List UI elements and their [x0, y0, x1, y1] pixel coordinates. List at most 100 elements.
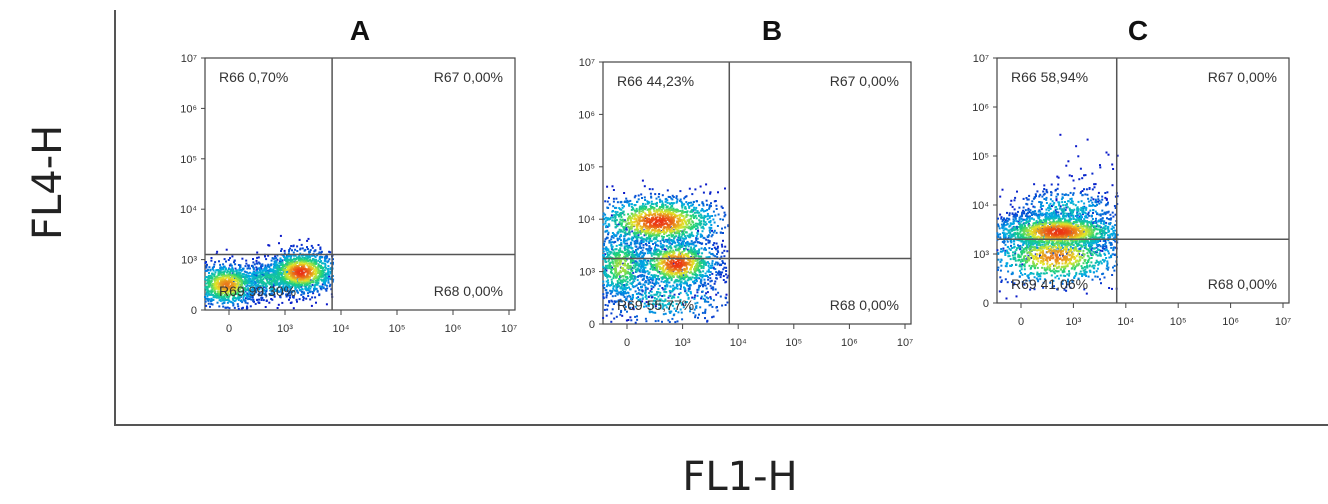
plot-b-point	[721, 245, 724, 248]
plot-a-point	[299, 252, 302, 255]
plot-b-point	[605, 261, 608, 263]
plot-a-point	[292, 254, 295, 257]
plot-b-point	[679, 291, 682, 294]
plot-a-point	[282, 263, 285, 266]
plot-b-point	[630, 268, 633, 271]
plot-b-point	[664, 288, 667, 290]
plot-a-point	[269, 289, 272, 292]
plot-b-point	[631, 261, 634, 264]
plot-b-point	[610, 312, 613, 315]
plot-a-point	[204, 269, 207, 272]
plot-b-point	[705, 292, 708, 295]
plot-b-point	[653, 231, 656, 234]
plot-a-point	[314, 271, 317, 273]
plot-a-point	[280, 278, 283, 281]
plot-b-point	[696, 294, 699, 297]
plot-b-point	[715, 274, 718, 277]
plot-b-point	[718, 273, 721, 276]
plot-a-point	[224, 306, 227, 309]
plot-b-point	[695, 235, 698, 237]
plot-a-point	[216, 269, 219, 271]
plot-a-point	[278, 242, 280, 245]
plot-b-point	[606, 229, 609, 232]
plot-b-point	[695, 280, 698, 283]
plot-a-point	[216, 250, 219, 253]
plot-b-point	[602, 280, 605, 283]
plot-b-point	[680, 280, 683, 283]
plot-b-title: B	[762, 15, 782, 46]
plot-a-point	[249, 271, 251, 274]
plot-a-point	[305, 297, 308, 300]
figure-x-axis-label: FL1-H	[682, 454, 798, 500]
plot-b-point	[674, 246, 677, 249]
plot-b-point	[679, 190, 682, 193]
plot-a-point	[285, 266, 288, 269]
plot-b-point	[716, 250, 719, 253]
plot-a-point	[230, 275, 233, 278]
plot-a-point	[284, 259, 286, 261]
plot-a-point	[236, 296, 239, 299]
plot-a-point	[251, 292, 254, 295]
plot-b-point	[636, 318, 639, 321]
plot-a-point	[240, 281, 243, 284]
plot-a-point	[312, 265, 315, 267]
plot-b-point	[710, 287, 713, 290]
plot-b-point	[623, 192, 626, 194]
plot-a-point	[233, 261, 235, 264]
plot-b-point	[708, 251, 711, 254]
plot-a-point	[213, 289, 216, 292]
plot-b-point	[669, 291, 672, 294]
plot-b-point	[710, 297, 712, 300]
plot-b-point	[657, 271, 660, 274]
plot-b-point	[629, 316, 632, 319]
plot-b-point	[690, 231, 693, 234]
plot-b-point	[646, 277, 649, 279]
plot-a-point	[264, 306, 267, 308]
plot-b-point	[604, 253, 606, 256]
plot-a-point	[301, 247, 304, 250]
plot-a-point	[256, 251, 259, 254]
plot-a-point	[285, 295, 288, 298]
plot-b-point	[616, 289, 619, 292]
plot-a-point	[317, 268, 320, 271]
plot-b-point	[720, 264, 722, 266]
plot-a-point	[207, 299, 210, 302]
plot-a-point	[228, 268, 231, 270]
plot-b-point	[638, 293, 641, 296]
plot-b-point	[711, 286, 714, 289]
plot-a-point	[291, 283, 294, 286]
plot-a-point	[258, 288, 261, 291]
plot-b-point	[696, 241, 699, 243]
plot-a-point	[307, 292, 309, 295]
plot-a-point	[236, 272, 239, 275]
plot-a-point	[243, 283, 246, 286]
plot-b-point	[630, 256, 633, 259]
plot-a-point	[245, 296, 248, 299]
plot-b-point	[617, 284, 619, 287]
plot-b-point	[693, 268, 695, 271]
plot-a-point	[281, 286, 283, 289]
plot-a-point	[283, 252, 286, 255]
plot-b-point	[627, 246, 630, 249]
plot-a-point	[321, 283, 324, 286]
plot-b-point	[709, 231, 712, 234]
plot-b-point	[684, 235, 687, 238]
plot-b-point	[691, 276, 694, 279]
plot-a-point	[309, 281, 312, 284]
plot-b-point	[648, 245, 651, 248]
plot-a-point	[243, 292, 245, 295]
plot-a-point	[289, 247, 292, 250]
plot-b-point	[610, 280, 613, 283]
plot-b-point	[603, 308, 606, 311]
plot-a-point	[286, 271, 289, 274]
plot-a-point	[266, 280, 269, 283]
plot-b-point	[638, 230, 641, 233]
plot-b-point	[708, 216, 711, 219]
plot-a-point	[252, 284, 255, 287]
plot-a-point	[310, 259, 313, 262]
plot-a-point	[277, 282, 280, 285]
plot-a-point	[298, 259, 300, 262]
plot-a-point	[268, 293, 271, 295]
plot-a-point	[290, 301, 293, 304]
plot-b-point	[696, 288, 699, 291]
